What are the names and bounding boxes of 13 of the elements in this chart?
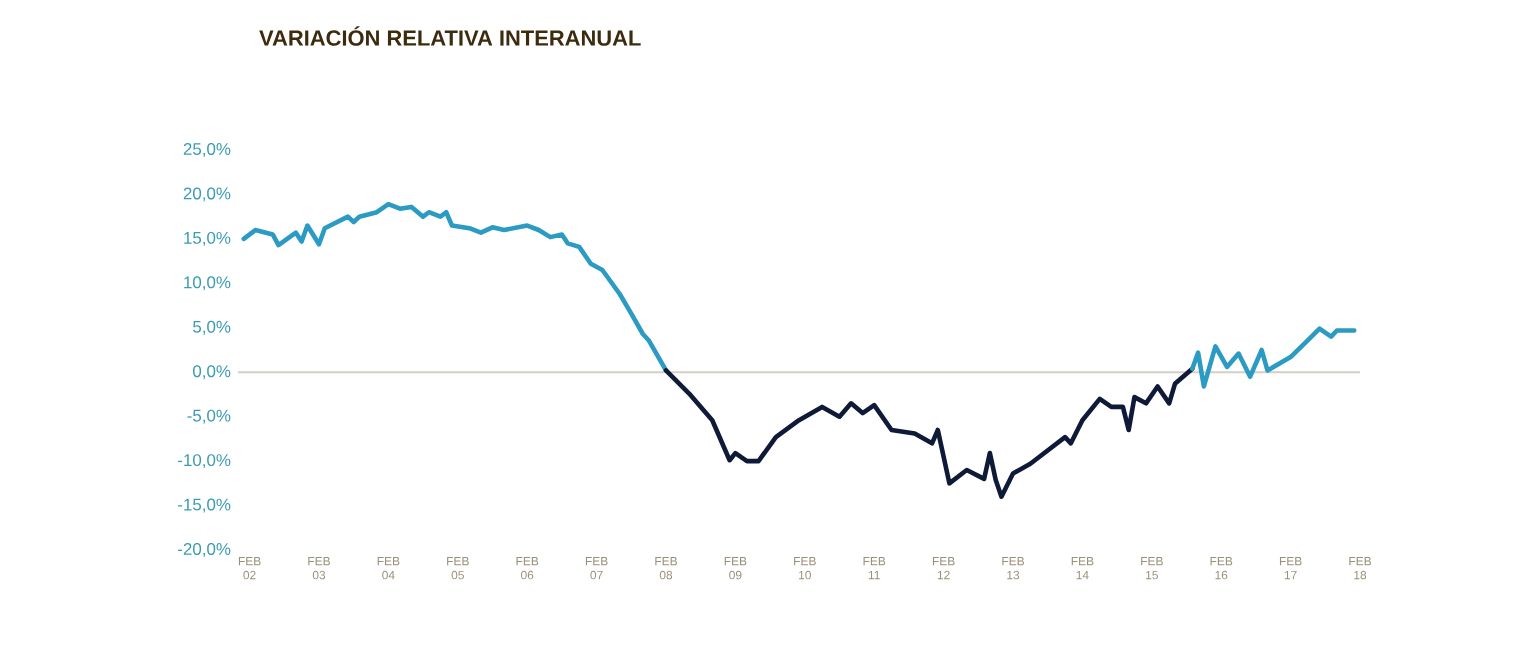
y-tick-label: 20,0% <box>183 187 231 202</box>
y-tick-label: 5,0% <box>193 320 231 335</box>
y-tick-label: -15,0% <box>178 498 231 513</box>
y-tick-label: -10,0% <box>178 454 231 469</box>
y-tick-label: 0,0% <box>193 365 231 380</box>
line-series <box>241 201 669 373</box>
chart-title: VARIACIÓN RELATIVA INTERANUAL <box>259 26 641 46</box>
y-tick-label: -20,0% <box>178 543 231 557</box>
y-tick-label: 15,0% <box>184 231 231 246</box>
y-tick-label: 10,0% <box>184 276 231 291</box>
line-series <box>1190 326 1357 389</box>
y-tick-label: -5,0% <box>187 409 231 424</box>
y-tick-label: 25,0% <box>183 143 231 157</box>
